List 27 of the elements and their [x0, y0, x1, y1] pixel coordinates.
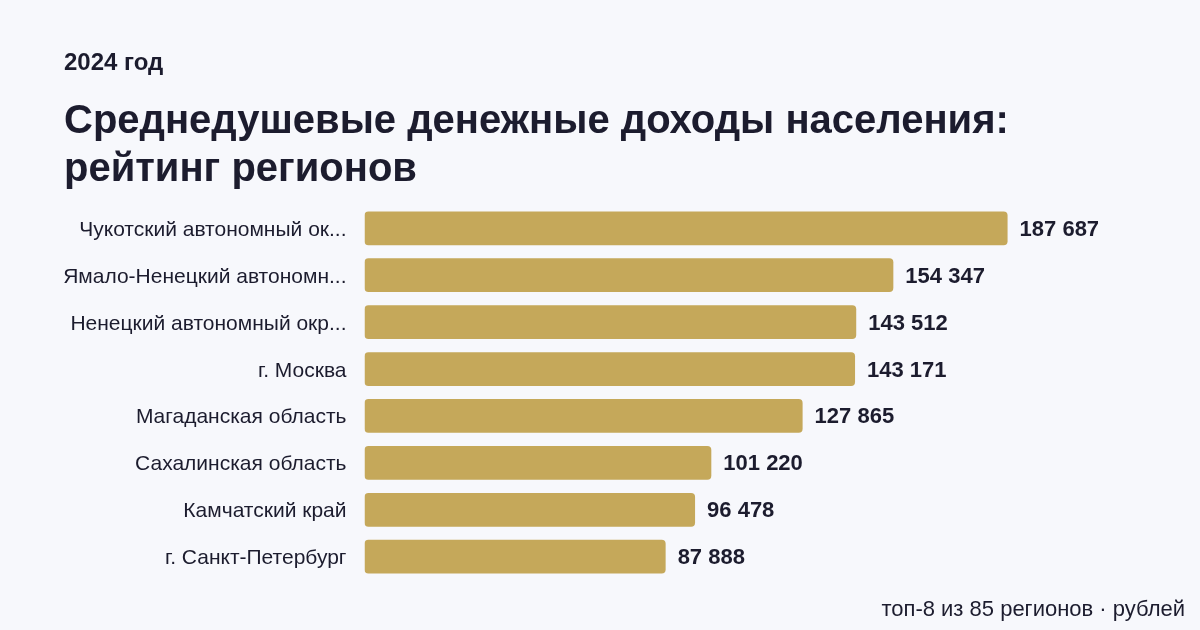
data-label: 96 478 [707, 497, 775, 523]
bar [364, 258, 894, 293]
bar [364, 493, 696, 527]
y-tick-label: г. Москва [258, 357, 347, 381]
bar [364, 540, 666, 574]
chart-title: Среднедушевые денежные доходы населения: рейтинг регионов [64, 96, 1010, 192]
bar [364, 399, 803, 434]
data-label: 187 687 [1019, 216, 1100, 242]
data-label: 143 512 [868, 309, 948, 335]
bar [364, 446, 712, 481]
bar [364, 352, 856, 387]
y-tick-label: г. Санкт-Петербург [165, 545, 347, 569]
text: 2024 год [64, 47, 164, 77]
y-tick-label: Чукотский автономный ок... [79, 217, 347, 241]
text: топ-8 из 85 регионов · рублей [881, 595, 1185, 624]
y-tick-label: Магаданская область [135, 404, 347, 428]
data-label: 87 888 [677, 544, 745, 570]
data-label: 154 347 [905, 263, 985, 288]
y-tick-label: Ямало-Ненецкий автономн... [63, 264, 347, 287]
bar [364, 305, 857, 340]
y-tick-label: Камчатский край [183, 498, 347, 522]
data-label: 101 220 [723, 450, 803, 476]
data-label: 127 865 [814, 403, 895, 429]
bar [364, 211, 1008, 246]
data-label: 143 171 [867, 356, 947, 382]
y-tick-label: Сахалинская область [135, 451, 347, 475]
y-tick-label: Ненецкий автономный окр... [70, 310, 347, 334]
